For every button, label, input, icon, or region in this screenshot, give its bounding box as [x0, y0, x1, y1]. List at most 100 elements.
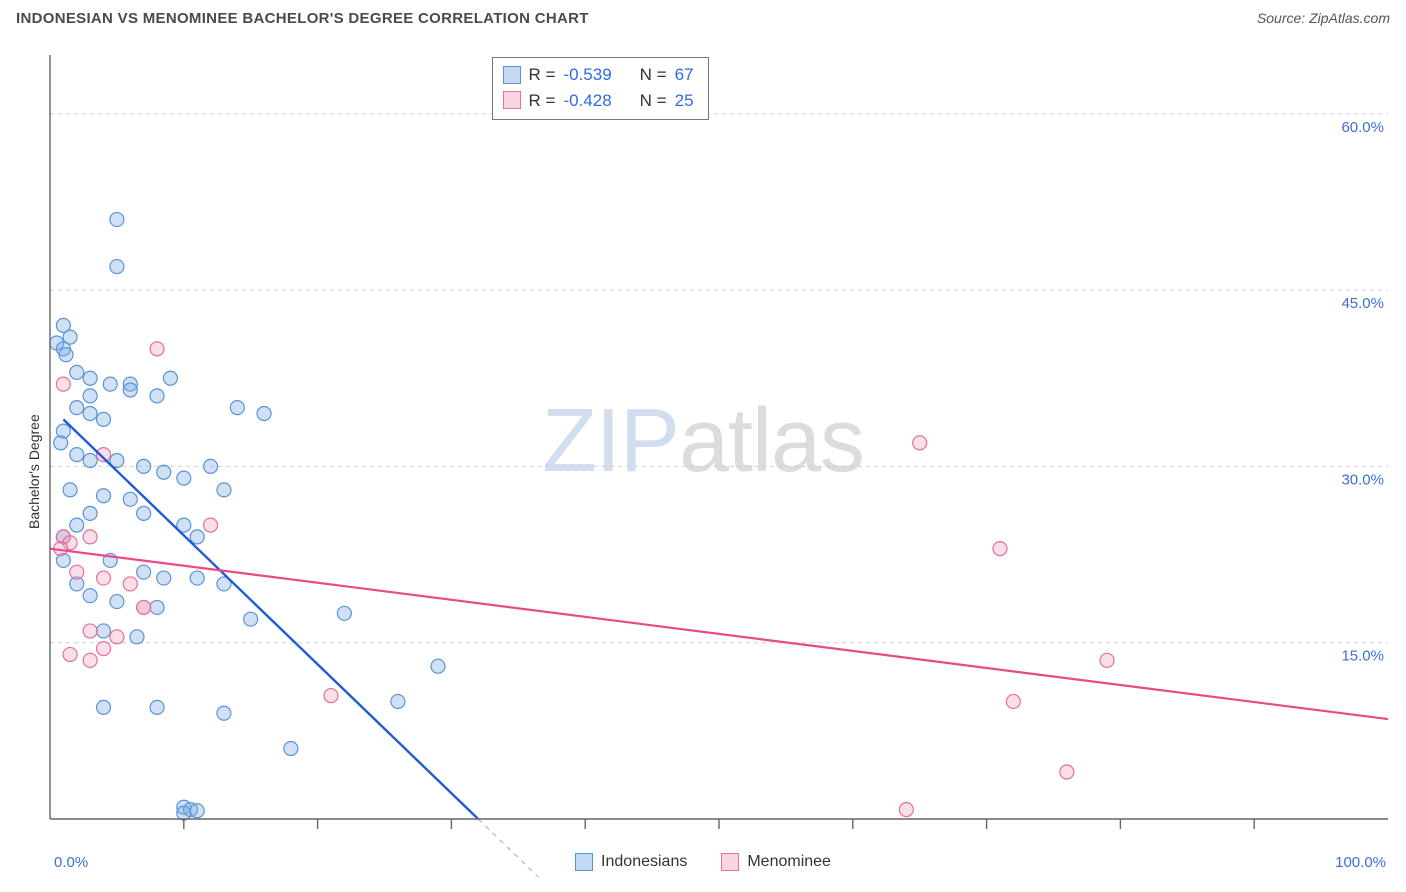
data-point	[157, 465, 171, 479]
data-point	[1100, 653, 1114, 667]
data-point	[190, 804, 204, 818]
data-point	[244, 612, 258, 626]
data-point	[83, 653, 97, 667]
legend-label: Menominee	[747, 853, 831, 871]
r-label: R =	[529, 62, 556, 88]
n-label: N =	[640, 62, 667, 88]
data-point	[83, 589, 97, 603]
data-point	[190, 571, 204, 585]
data-point	[83, 371, 97, 385]
legend-swatch	[503, 66, 521, 84]
data-point	[97, 571, 111, 585]
x-axis-start-label: 0.0%	[54, 854, 88, 871]
data-point	[123, 577, 137, 591]
data-point	[177, 806, 191, 820]
legend-swatch	[721, 853, 739, 871]
data-point	[190, 530, 204, 544]
data-point	[913, 436, 927, 450]
data-point	[103, 377, 117, 391]
legend-label: Indonesians	[601, 853, 687, 871]
series-legend: Indonesians Menominee	[0, 853, 1406, 871]
data-point	[230, 401, 244, 415]
data-point	[97, 412, 111, 426]
data-point	[70, 518, 84, 532]
r-label: R =	[529, 88, 556, 114]
trend-line	[50, 549, 1388, 719]
data-point	[137, 600, 151, 614]
chart-title: INDONESIAN VS MENOMINEE BACHELOR'S DEGRE…	[16, 10, 589, 27]
data-point	[204, 518, 218, 532]
data-point	[1060, 765, 1074, 779]
data-point	[110, 630, 124, 644]
data-point	[54, 436, 68, 450]
data-point	[56, 377, 70, 391]
data-point	[70, 401, 84, 415]
data-point	[110, 213, 124, 227]
data-point	[83, 389, 97, 403]
y-axis-label: Bachelor's Degree	[26, 414, 42, 529]
data-point	[70, 565, 84, 579]
x-axis-end-label: 100.0%	[1335, 854, 1386, 871]
data-point	[123, 492, 137, 506]
data-point	[83, 406, 97, 420]
data-point	[324, 689, 338, 703]
r-value: -0.539	[563, 62, 611, 88]
data-point	[83, 530, 97, 544]
correlation-row: R = -0.539 N = 67	[503, 62, 694, 88]
n-value: 25	[675, 88, 694, 114]
legend-swatch	[575, 853, 593, 871]
data-point	[204, 459, 218, 473]
data-point	[59, 348, 73, 362]
chart-svg: 15.0%30.0%45.0%60.0%	[0, 27, 1406, 877]
data-point	[150, 700, 164, 714]
data-point	[130, 630, 144, 644]
data-point	[63, 483, 77, 497]
data-point	[217, 706, 231, 720]
chart-area: ZIPatlas 15.0%30.0%45.0%60.0% Bachelor's…	[0, 27, 1406, 877]
data-point	[257, 406, 271, 420]
data-point	[150, 342, 164, 356]
data-point	[163, 371, 177, 385]
chart-source: Source: ZipAtlas.com	[1257, 10, 1390, 26]
data-point	[123, 383, 137, 397]
data-point	[431, 659, 445, 673]
data-point	[97, 642, 111, 656]
data-point	[137, 565, 151, 579]
data-point	[177, 471, 191, 485]
y-tick-label: 60.0%	[1341, 119, 1384, 136]
y-tick-label: 15.0%	[1341, 648, 1384, 665]
data-point	[150, 389, 164, 403]
y-tick-label: 30.0%	[1341, 471, 1384, 488]
n-value: 67	[675, 62, 694, 88]
correlation-row: R = -0.428 N = 25	[503, 88, 694, 114]
data-point	[137, 459, 151, 473]
data-point	[899, 803, 913, 817]
data-point	[284, 741, 298, 755]
data-point	[83, 506, 97, 520]
data-point	[137, 506, 151, 520]
data-point	[150, 600, 164, 614]
data-point	[97, 700, 111, 714]
trend-line	[63, 419, 478, 819]
data-point	[63, 647, 77, 661]
data-point	[110, 260, 124, 274]
correlation-legend-box: R = -0.539 N = 67 R = -0.428 N = 25	[492, 57, 709, 120]
legend-item: Indonesians	[575, 853, 687, 871]
data-point	[83, 624, 97, 638]
data-point	[110, 595, 124, 609]
data-point	[1006, 694, 1020, 708]
n-label: N =	[640, 88, 667, 114]
data-point	[217, 483, 231, 497]
data-point	[337, 606, 351, 620]
data-point	[391, 694, 405, 708]
chart-header: INDONESIAN VS MENOMINEE BACHELOR'S DEGRE…	[0, 0, 1406, 27]
data-point	[993, 542, 1007, 556]
legend-item: Menominee	[721, 853, 831, 871]
data-point	[97, 624, 111, 638]
data-point	[83, 454, 97, 468]
data-point	[97, 489, 111, 503]
data-point	[157, 571, 171, 585]
legend-swatch	[503, 91, 521, 109]
r-value: -0.428	[563, 88, 611, 114]
data-point	[70, 448, 84, 462]
